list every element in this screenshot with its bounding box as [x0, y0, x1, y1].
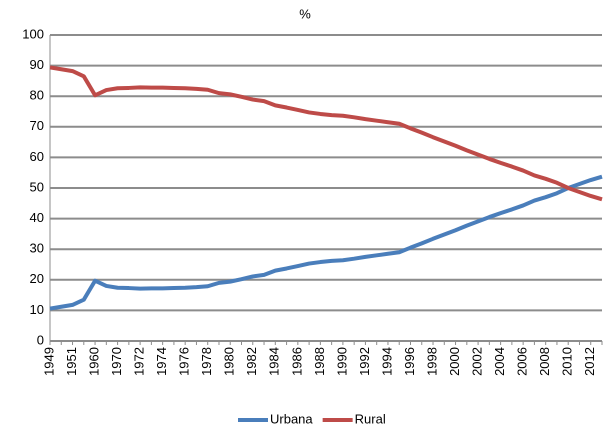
- x-tick-label: 1978: [199, 347, 214, 376]
- y-tick-label: 20: [30, 271, 44, 286]
- chart-title: %: [299, 6, 311, 21]
- x-tick-label: 2006: [515, 347, 530, 376]
- x-tick-label: 2002: [470, 347, 485, 376]
- y-tick-label: 80: [30, 88, 44, 103]
- x-tick-label: 2008: [537, 347, 552, 376]
- x-tick-label: 1951: [64, 347, 79, 376]
- x-tick-label: 1998: [424, 347, 439, 376]
- x-tick-label: 1949: [41, 347, 56, 376]
- series-line: [49, 65, 603, 202]
- x-tick-label: 2010: [560, 347, 575, 376]
- x-tick-label: 1994: [379, 347, 394, 376]
- x-tick-label: 1970: [109, 347, 124, 376]
- x-tick-label: 1990: [334, 347, 349, 376]
- x-tick-label: 1980: [222, 347, 237, 376]
- x-tick-label: 1988: [312, 347, 327, 376]
- y-tick-label: 70: [30, 118, 44, 133]
- y-tick-label: 50: [30, 179, 44, 194]
- y-tick-label: 0: [37, 332, 44, 347]
- x-tick-label: 1996: [402, 347, 417, 376]
- y-tick-label: 40: [30, 210, 44, 225]
- y-tick-label: 100: [22, 26, 44, 41]
- x-tick-label: 2004: [492, 347, 507, 376]
- x-tick-label: 1960: [86, 347, 101, 376]
- x-tick-label: 1982: [244, 347, 259, 376]
- x-tick-label: 1992: [357, 347, 372, 376]
- legend-label: Rural: [355, 411, 386, 426]
- x-tick-label: 1984: [267, 347, 282, 376]
- y-tick-label: 10: [30, 302, 44, 317]
- y-tick-label: 60: [30, 149, 44, 164]
- y-tick-label: 30: [30, 241, 44, 256]
- legend-label: Urbana: [270, 411, 313, 426]
- x-tick-label: 1986: [289, 347, 304, 376]
- x-tick-label: 1972: [132, 347, 147, 376]
- series-line: [49, 174, 603, 311]
- x-tick-label: 1974: [154, 347, 169, 376]
- x-tick-label: 2000: [447, 347, 462, 376]
- x-tick-label: 1976: [177, 347, 192, 376]
- y-tick-label: 90: [30, 57, 44, 72]
- x-tick-label: 2012: [582, 347, 597, 376]
